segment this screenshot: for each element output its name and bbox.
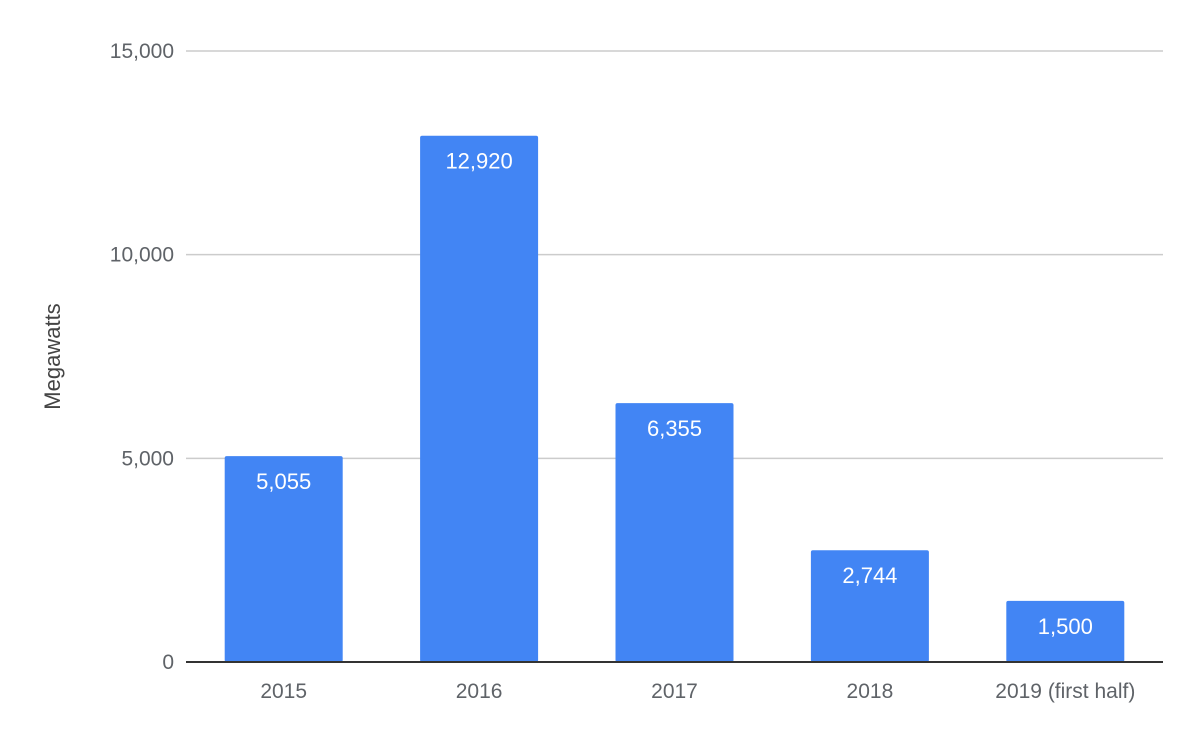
bar [810,550,929,662]
x-axis-ticks: 2015 2016 2017 2018 2019 (first half) [260,680,1135,703]
x-tick-label: 2015 [260,680,307,703]
x-tick-label: 2017 [651,680,698,703]
y-axis-title: Megawatts [40,303,65,409]
bar-data-label: 5,055 [256,469,311,494]
bar [615,403,734,662]
bar-data-label: 1,500 [1038,614,1093,639]
bar-data-label: 12,920 [445,149,512,174]
y-tick-label: 0 [162,651,174,674]
y-tick-label: 5,000 [121,447,174,470]
gridlines [186,50,1163,460]
x-tick-label: 2019 (first half) [995,680,1135,703]
data-labels: 5,055 12,920 6,355 2,744 1,500 [256,149,1093,639]
bar-data-label: 6,355 [647,416,702,441]
bar [420,135,539,662]
y-tick-label: 15,000 [110,40,174,63]
bar [1006,600,1125,662]
y-tick-label: 10,000 [110,244,174,267]
x-tick-label: 2018 [847,680,894,703]
bar [224,456,343,662]
bars [224,135,1125,662]
bar-data-label: 2,744 [842,563,897,588]
x-tick-label: 2016 [456,680,503,703]
y-axis-ticks: 0 5,000 10,000 15,000 [110,40,174,674]
